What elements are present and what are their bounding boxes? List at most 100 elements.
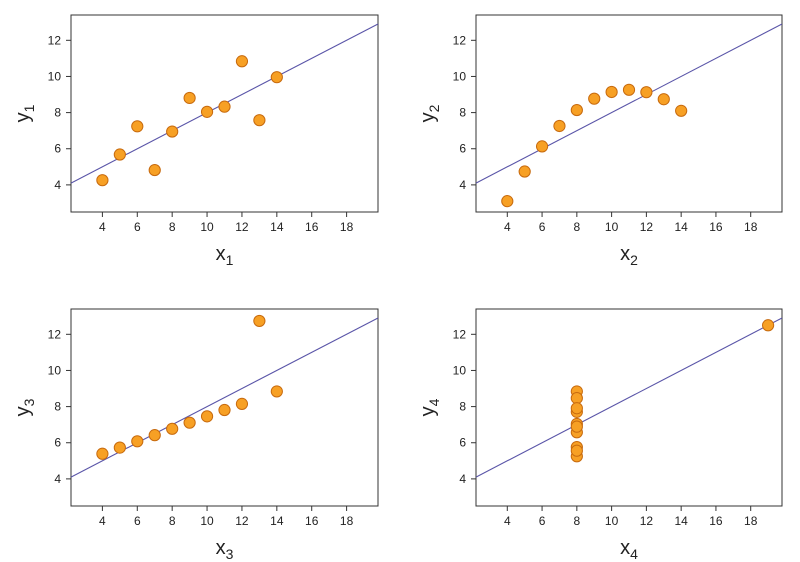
x-tick-label: 16 xyxy=(709,514,723,528)
plot-frame xyxy=(70,308,379,507)
data-point xyxy=(570,420,583,433)
x-tick-label: 16 xyxy=(709,220,723,234)
data-point xyxy=(622,83,636,96)
x-tick-label: 16 xyxy=(305,514,319,528)
x-tick-label: 4 xyxy=(99,220,106,234)
data-point xyxy=(253,314,266,328)
y-tick-label: 4 xyxy=(54,472,61,486)
y-tick-label: 8 xyxy=(459,106,466,120)
data-point xyxy=(570,103,583,117)
y-tick-label: 10 xyxy=(453,363,467,377)
data-point xyxy=(148,429,161,442)
plot-frame xyxy=(70,14,379,213)
x-tick-label: 6 xyxy=(539,514,546,528)
data-point xyxy=(200,105,214,118)
x-tick-label: 6 xyxy=(539,220,546,234)
data-point xyxy=(183,416,196,429)
data-point xyxy=(131,435,144,448)
y-tick-label: 4 xyxy=(459,472,466,486)
data-point xyxy=(166,422,179,435)
x-tick-label: 10 xyxy=(605,220,619,234)
data-point xyxy=(113,148,126,161)
x-axis-label: x1 xyxy=(216,243,234,268)
data-point xyxy=(253,114,266,127)
plot-frame xyxy=(475,14,783,213)
y-tick-label: 6 xyxy=(54,436,61,450)
data-point xyxy=(518,165,531,178)
x-tick-label: 14 xyxy=(270,514,284,528)
x-tick-label: 12 xyxy=(235,514,249,528)
x-tick-label: 10 xyxy=(605,514,619,528)
y-tick-label: 12 xyxy=(48,327,62,341)
data-point xyxy=(640,86,653,99)
regression-line xyxy=(476,317,782,478)
y-tick-label: 8 xyxy=(54,400,61,414)
data-point xyxy=(570,402,583,415)
x-tick-label: 8 xyxy=(169,220,176,234)
y-tick-label: 8 xyxy=(54,106,61,120)
data-point xyxy=(218,100,231,113)
x-tick-label: 18 xyxy=(340,514,354,528)
data-point xyxy=(270,385,283,398)
y-axis-label: y1 xyxy=(12,104,37,122)
x-tick-label: 14 xyxy=(270,220,284,234)
data-point xyxy=(553,119,566,133)
data-point xyxy=(535,140,549,153)
y-tick-label: 12 xyxy=(453,33,467,47)
x-axis-label: x4 xyxy=(620,537,638,562)
data-point xyxy=(200,410,214,423)
y-axis-label: y2 xyxy=(417,104,442,122)
data-point xyxy=(605,85,618,99)
y-tick-label: 12 xyxy=(48,33,62,47)
data-point xyxy=(96,174,109,187)
x-tick-label: 18 xyxy=(340,220,354,234)
x-tick-label: 12 xyxy=(640,514,654,528)
x-tick-label: 18 xyxy=(744,220,758,234)
y-tick-label: 6 xyxy=(459,436,466,450)
y-tick-label: 8 xyxy=(459,400,466,414)
y-tick-label: 12 xyxy=(453,327,467,341)
data-point xyxy=(570,444,583,457)
x-tick-label: 10 xyxy=(200,514,214,528)
data-point xyxy=(113,441,126,454)
data-point xyxy=(218,403,231,417)
x-tick-label: 6 xyxy=(134,514,141,528)
regression-line xyxy=(71,317,378,478)
regression-line xyxy=(476,23,782,184)
x-tick-label: 10 xyxy=(200,220,214,234)
y-tick-label: 10 xyxy=(48,363,62,377)
data-point xyxy=(501,195,514,208)
data-point xyxy=(235,397,249,410)
data-point xyxy=(657,93,670,106)
y-axis-label: y4 xyxy=(417,398,442,416)
data-point xyxy=(588,92,601,105)
x-tick-label: 6 xyxy=(134,220,141,234)
x-tick-label: 8 xyxy=(573,220,580,234)
y-tick-label: 4 xyxy=(459,178,466,192)
data-point xyxy=(148,163,161,177)
y-tick-label: 6 xyxy=(54,142,61,156)
x-tick-label: 18 xyxy=(744,514,758,528)
data-point xyxy=(270,71,283,84)
data-point xyxy=(183,91,196,105)
y-tick-label: 10 xyxy=(453,69,467,83)
x-tick-label: 4 xyxy=(504,220,511,234)
data-point xyxy=(570,392,583,405)
data-point xyxy=(166,125,179,138)
x-tick-label: 14 xyxy=(674,514,688,528)
data-point xyxy=(96,447,109,460)
x-tick-label: 4 xyxy=(99,514,106,528)
y-tick-label: 6 xyxy=(459,142,466,156)
data-point xyxy=(131,120,144,133)
y-axis-label: y3 xyxy=(12,398,37,416)
data-point xyxy=(675,104,688,117)
x-tick-label: 12 xyxy=(640,220,654,234)
x-axis-label: x3 xyxy=(216,537,234,562)
y-tick-label: 10 xyxy=(48,69,62,83)
x-axis-label: x2 xyxy=(620,243,638,268)
